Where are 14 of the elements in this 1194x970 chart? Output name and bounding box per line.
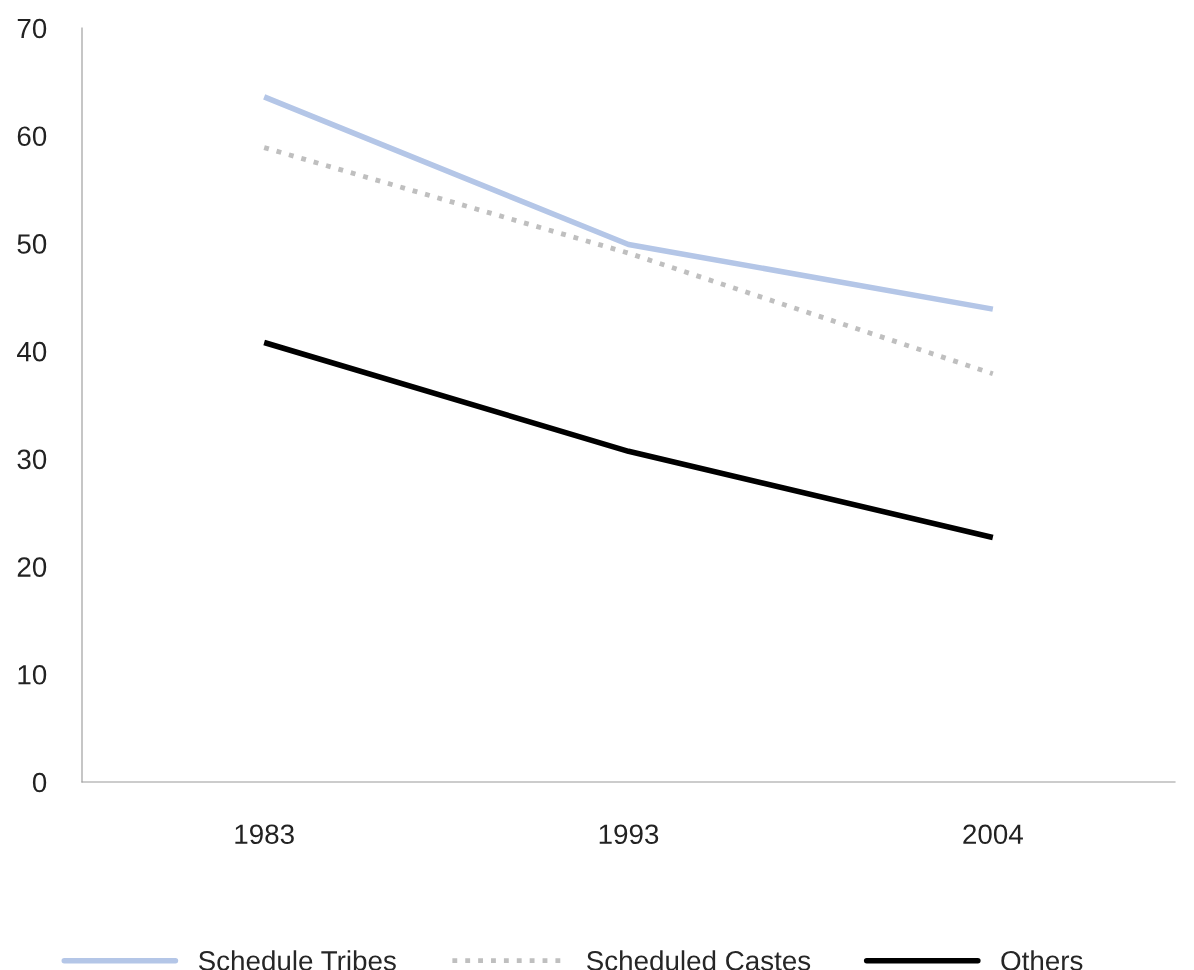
y-tick-label: 30 [17,449,47,470]
y-tick-label: 0 [32,772,47,793]
legend-label: Others [1001,950,1083,970]
x-tick-label: 2004 [963,824,1023,845]
y-tick-label: 20 [17,557,47,577]
x-tick-label: 1983 [235,824,294,845]
legend-label: Schedule Tribes [198,950,396,970]
y-tick-label: 60 [17,126,47,147]
legend-label: Scheduled Castes [586,950,811,970]
y-tick-label: 50 [17,234,47,254]
y-tick-label: 40 [17,341,47,362]
y-tick-label: 70 [17,18,47,39]
y-tick-label: 10 [18,664,47,685]
x-tick-label: 1993 [599,824,659,845]
